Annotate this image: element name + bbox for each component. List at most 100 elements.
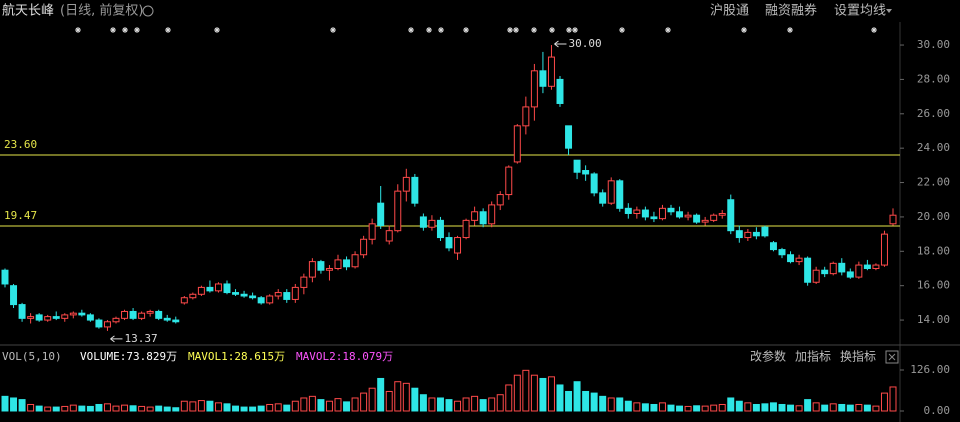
volume-bar — [95, 403, 103, 412]
volume-bar — [257, 405, 265, 412]
candle-body — [471, 211, 479, 221]
volume-bar — [530, 374, 538, 412]
annotation-label: 30.00 — [568, 37, 601, 50]
volume-bar — [650, 403, 658, 412]
candle-body — [419, 216, 427, 228]
candle-body — [172, 319, 180, 323]
volume-bar — [727, 397, 735, 412]
link[interactable]: 沪股通 — [710, 3, 749, 19]
button[interactable]: 加指标 — [795, 349, 831, 364]
y-tick-label: 18.00 — [917, 244, 950, 257]
volume-bar — [479, 399, 487, 412]
candle-body — [607, 180, 615, 204]
event-marker — [426, 27, 432, 33]
dropdown-icon[interactable] — [886, 9, 892, 13]
volume-bar — [334, 398, 342, 412]
volume-bar — [752, 403, 760, 412]
volume-bar — [462, 397, 470, 412]
candle-body — [138, 312, 146, 319]
button[interactable]: 换指标 — [840, 349, 876, 364]
candle-body — [804, 257, 812, 283]
volume-bar — [718, 403, 726, 412]
candle-body — [10, 285, 18, 306]
volume-bar — [317, 399, 325, 412]
candle-body — [197, 286, 205, 295]
volume-bar — [52, 406, 60, 412]
volume-bar — [180, 400, 188, 412]
candle-body — [155, 310, 163, 319]
volume-bar — [616, 397, 624, 412]
volume-bar — [428, 397, 436, 412]
candle-body — [300, 276, 308, 288]
volume-bar — [266, 403, 274, 412]
volume-bar — [855, 403, 863, 412]
chart-mode: (日线, 前复权) — [60, 3, 143, 19]
volume-bar — [411, 387, 419, 412]
candle-body — [428, 219, 436, 228]
volume-bar — [35, 405, 43, 412]
event-marker — [110, 27, 116, 33]
volume-bar — [454, 400, 462, 412]
candle-body — [565, 125, 573, 149]
event-marker — [134, 27, 140, 33]
volume-bar — [829, 403, 837, 412]
candle-body — [283, 292, 291, 300]
candle-body — [735, 230, 743, 239]
volume-bar — [505, 384, 513, 412]
candle-body — [573, 159, 581, 173]
volume-bar — [146, 406, 154, 412]
indicator-mavol2: MAVOL2:18.079万 — [296, 350, 393, 363]
volume-bar — [744, 402, 752, 412]
volume-bar — [590, 392, 598, 412]
volume-bar — [69, 404, 77, 412]
volume-bar — [607, 397, 615, 412]
event-marker — [75, 27, 81, 33]
volume-bar — [693, 405, 701, 412]
candle-body — [872, 264, 880, 269]
event-marker — [463, 27, 469, 33]
candle-body — [744, 231, 752, 239]
y-tick-label: 16.00 — [917, 279, 950, 292]
volume-bar — [488, 397, 496, 412]
event-marker — [214, 27, 220, 33]
annotation-arrow — [110, 335, 123, 343]
y-tick-label: 0.00 — [924, 404, 951, 417]
reference-label: 19.47 — [4, 209, 37, 222]
candle-body — [103, 321, 111, 328]
candle-body — [505, 166, 513, 196]
volume-bar — [155, 405, 163, 412]
volume-bar — [872, 405, 880, 412]
candle-body — [462, 219, 470, 239]
candle-body — [368, 223, 376, 240]
link[interactable]: 融资融券 — [765, 3, 817, 19]
candle-body — [616, 180, 624, 209]
indicator-mavol1: MAVOL1:28.615万 — [188, 350, 285, 363]
close-button[interactable] — [885, 350, 899, 364]
candle-body — [360, 238, 368, 256]
volume-bar — [129, 405, 137, 412]
event-marker — [566, 27, 572, 33]
volume-bar — [565, 390, 573, 412]
volume-bar — [121, 404, 129, 412]
stock-name: 航天长峰 — [2, 3, 54, 19]
candle-body — [69, 312, 77, 316]
close-icon[interactable] — [888, 353, 896, 361]
candle-body — [599, 192, 607, 204]
volume-bar — [769, 402, 777, 412]
link[interactable]: 设置均线 — [834, 4, 886, 19]
volume-bar — [249, 406, 257, 412]
volume-bar — [377, 377, 385, 412]
candle-body — [590, 173, 598, 194]
settings-icon[interactable] — [142, 5, 154, 17]
event-marker — [165, 27, 171, 33]
volume-bar — [232, 405, 240, 412]
button[interactable]: 改参数 — [750, 349, 786, 364]
y-tick-label: 24.00 — [917, 141, 950, 154]
candle-body — [479, 211, 487, 225]
candle-body — [266, 295, 274, 304]
volume-bar — [360, 392, 368, 412]
volume-bar — [556, 384, 564, 412]
candle-body — [325, 267, 333, 271]
candle-body — [385, 230, 393, 242]
